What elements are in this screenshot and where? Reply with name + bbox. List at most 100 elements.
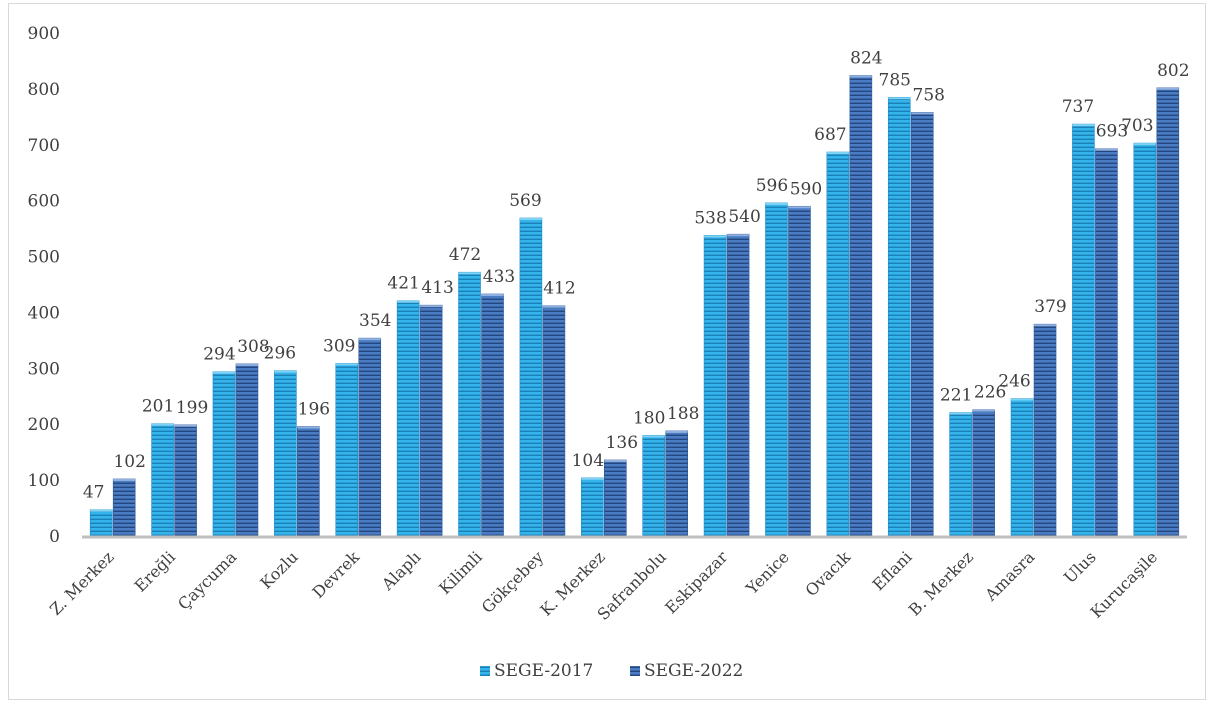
bars: [89, 75, 1180, 537]
bar-top-edge: [90, 509, 113, 512]
bar-sege-2017: [826, 151, 850, 537]
bar-top-edge: [212, 371, 235, 374]
data-label: 433: [483, 267, 515, 287]
data-label: 47: [83, 483, 105, 503]
data-label: 758: [913, 85, 945, 105]
data-label: 824: [850, 48, 882, 68]
bar-top-edge: [274, 370, 297, 373]
legend-swatch-sege-2022: [630, 666, 640, 676]
y-tick-label: 800: [28, 80, 60, 100]
x-tick-label: Eflani: [869, 547, 916, 594]
bar-top-edge: [458, 272, 481, 275]
data-label: 196: [298, 399, 330, 419]
bar-top-edge: [397, 300, 420, 303]
data-label: 294: [203, 345, 235, 365]
data-label: 693: [1096, 122, 1128, 142]
data-label: 379: [1034, 297, 1066, 317]
legend-swatch-sege-2017: [480, 666, 490, 676]
x-tick-label: Kilimli: [435, 547, 486, 598]
bar-top-edge: [151, 423, 174, 426]
data-label: 354: [359, 311, 391, 331]
bar-sege-2017: [887, 96, 911, 537]
bar-sege-2017: [703, 235, 727, 537]
bar-top-edge: [297, 426, 320, 429]
bar-sege-2017: [519, 217, 543, 537]
y-tick-label: 300: [28, 359, 60, 379]
bar-top-edge: [665, 430, 688, 433]
y-tick-label: 700: [28, 136, 60, 156]
bar-top-edge: [727, 234, 750, 237]
bar-sege-2022: [297, 426, 320, 537]
bar-sege-2022: [910, 112, 934, 537]
data-label: 540: [728, 207, 760, 227]
y-tick-label: 900: [28, 24, 60, 44]
bar-top-edge: [113, 478, 136, 481]
data-label: 412: [543, 279, 575, 299]
x-tick-label: Ereğli: [131, 547, 179, 595]
bar-top-edge: [1133, 143, 1156, 146]
legend: SEGE-2017 SEGE-2022: [480, 661, 743, 681]
data-label: 246: [998, 372, 1030, 392]
bar-top-edge: [1095, 148, 1118, 151]
data-label: 188: [667, 404, 699, 424]
x-tick-label: Yenice: [742, 547, 793, 598]
bar-top-edge: [972, 409, 995, 412]
bar-sege-2017: [1133, 142, 1157, 537]
x-tick-label: Ulus: [1060, 547, 1100, 587]
bar-top-edge: [642, 435, 665, 438]
data-label: 180: [633, 408, 665, 428]
bar-sege-2022: [604, 459, 627, 537]
bar-top-edge: [888, 97, 911, 100]
y-axis: 0 100 200 300 400 500 600 700 800 900: [28, 24, 60, 547]
bar-top-edge: [481, 294, 504, 297]
bar-sege-2022: [358, 337, 382, 537]
data-label: 104: [572, 451, 604, 471]
bar-sege-2017: [89, 509, 113, 537]
data-label: 703: [1121, 116, 1153, 136]
bar-sege-2017: [274, 370, 297, 537]
bar-sege-2017: [396, 300, 420, 537]
data-label: 309: [323, 336, 355, 356]
bar-sege-2017: [335, 363, 359, 537]
bar-top-edge: [849, 75, 872, 78]
data-label: 226: [974, 383, 1006, 403]
bar-sege-2022: [174, 424, 197, 537]
y-tick-label: 600: [28, 192, 60, 212]
data-label: 596: [756, 176, 788, 196]
bar-sege-2022: [665, 430, 688, 537]
y-tick-label: 100: [28, 471, 60, 491]
chart-frame: [8, 3, 1206, 700]
bar-top-edge: [788, 206, 811, 209]
bar-sege-2022: [788, 205, 811, 537]
bar-top-edge: [604, 459, 627, 462]
bar-top-edge: [335, 363, 358, 366]
bar-top-edge: [174, 424, 197, 427]
x-tick-label: B. Merkez: [905, 547, 977, 619]
data-label: 421: [387, 274, 419, 294]
bar-top-edge: [420, 305, 443, 308]
y-tick-label: 500: [28, 248, 60, 268]
data-label: 472: [449, 245, 481, 265]
bar-sege-2022: [235, 363, 259, 537]
bar-sege-2022: [1095, 148, 1118, 537]
bar-top-edge: [581, 477, 604, 480]
x-tick-label: Ovacık: [802, 547, 855, 600]
bar-sege-2017: [765, 202, 788, 537]
bar-top-edge: [949, 412, 972, 415]
y-tick-label: 200: [28, 415, 60, 435]
legend-label: SEGE-2017: [494, 661, 593, 681]
data-label: 308: [237, 337, 269, 357]
bar-sege-2022: [112, 478, 136, 537]
x-tick-label: Amasra: [981, 547, 1039, 605]
bar-top-edge: [358, 338, 381, 341]
bar-sege-2022: [481, 293, 504, 537]
x-tick-label: Devrek: [309, 547, 364, 602]
bar-sege-2017: [1072, 123, 1095, 537]
bar-top-edge: [765, 202, 788, 205]
data-label: 199: [176, 398, 208, 418]
bar-sege-2017: [212, 371, 236, 537]
x-tick-label: Alaplı: [377, 547, 424, 594]
data-label: 687: [814, 125, 846, 145]
